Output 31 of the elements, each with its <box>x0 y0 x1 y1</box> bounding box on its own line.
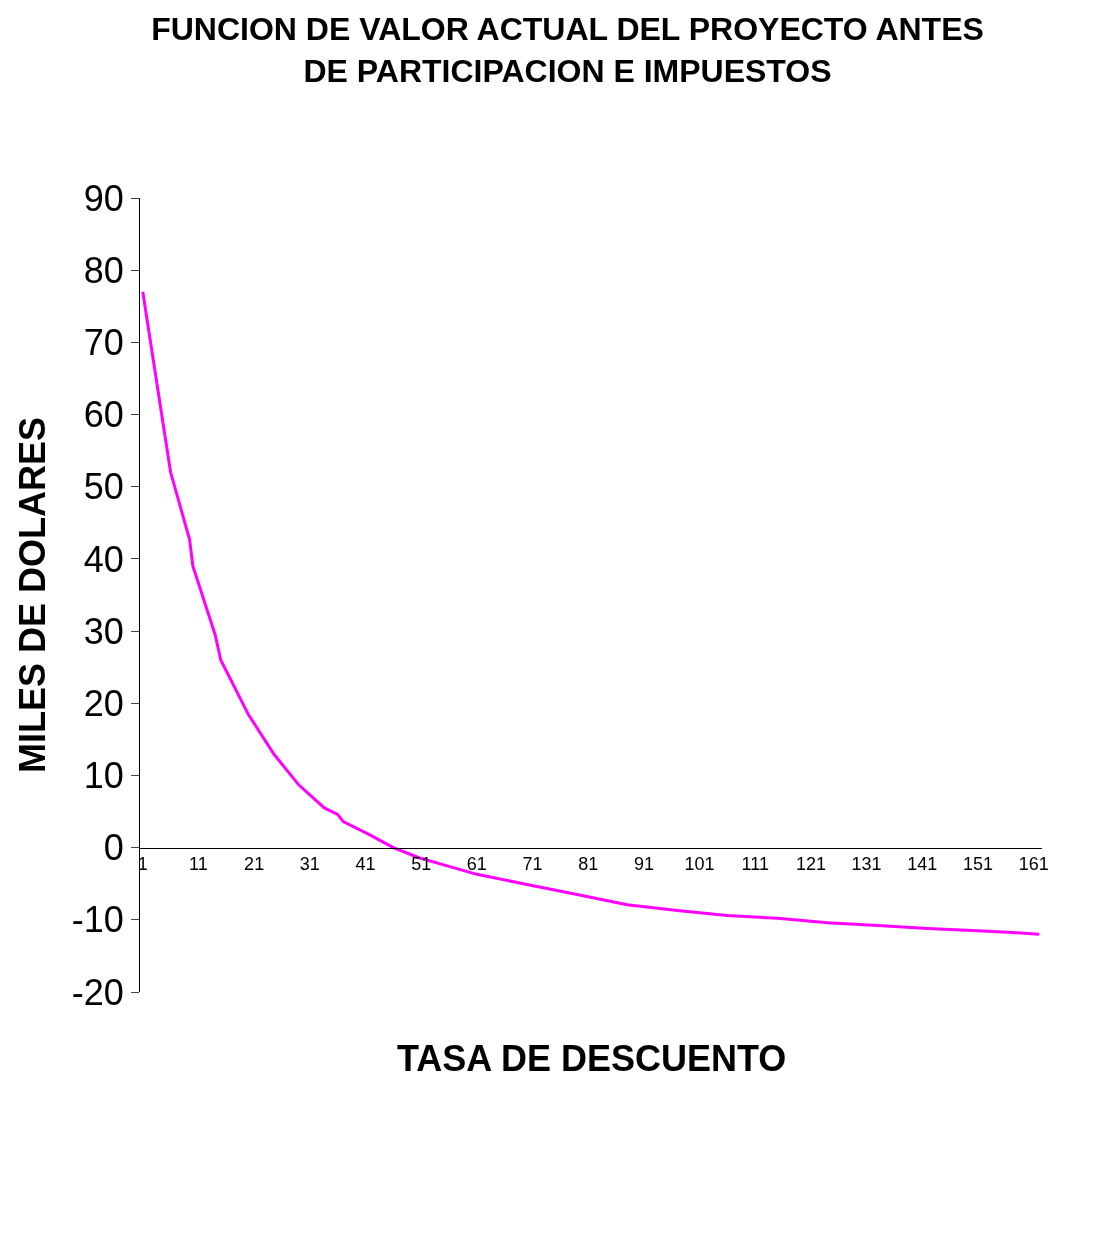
y-tick-label: 50 <box>83 466 124 508</box>
x-tick-label: 51 <box>411 854 432 875</box>
x-tick-label: 61 <box>466 854 487 875</box>
y-tick-label: 40 <box>83 538 124 580</box>
x-tick-label: 21 <box>244 854 265 875</box>
x-tick-label: 101 <box>684 854 715 875</box>
x-tick-label: 141 <box>907 854 938 875</box>
x-tick-label: 121 <box>795 854 826 875</box>
y-tick-label: -20 <box>71 971 124 1013</box>
x-tick-label: 31 <box>299 854 320 875</box>
x-tick-label: 81 <box>578 854 599 875</box>
x-tick-label: 151 <box>962 854 993 875</box>
x-tick-label: 111 <box>741 854 769 875</box>
x-axis-title: TASA DE DESCUENTO <box>397 1038 787 1079</box>
x-tick-label: 91 <box>633 854 654 875</box>
x-tick-label: 41 <box>355 854 376 875</box>
chart-title: FUNCION DE VALOR ACTUAL DEL PROYECTO ANTES DE PARTICIPACION E IMPUESTOS <box>151 11 984 89</box>
y-tick-label: 80 <box>83 249 124 291</box>
y-axis-title: MILES DE DOLARES <box>11 416 53 774</box>
x-tick-label: 161 <box>1018 854 1049 875</box>
y-tick-label: 30 <box>83 610 124 652</box>
y-tick-label: 20 <box>83 682 124 724</box>
x-tick-label: 71 <box>522 854 543 875</box>
y-tick-label: 10 <box>83 755 124 797</box>
y-tick-label: 60 <box>83 394 124 436</box>
y-tick-label: -10 <box>71 899 124 941</box>
x-tick-label: 131 <box>851 854 882 875</box>
y-tick-label: 90 <box>83 177 124 219</box>
y-tick-label: 70 <box>83 321 124 363</box>
y-tick-label: 0 <box>103 827 124 869</box>
x-tick-label: 11 <box>189 854 208 875</box>
